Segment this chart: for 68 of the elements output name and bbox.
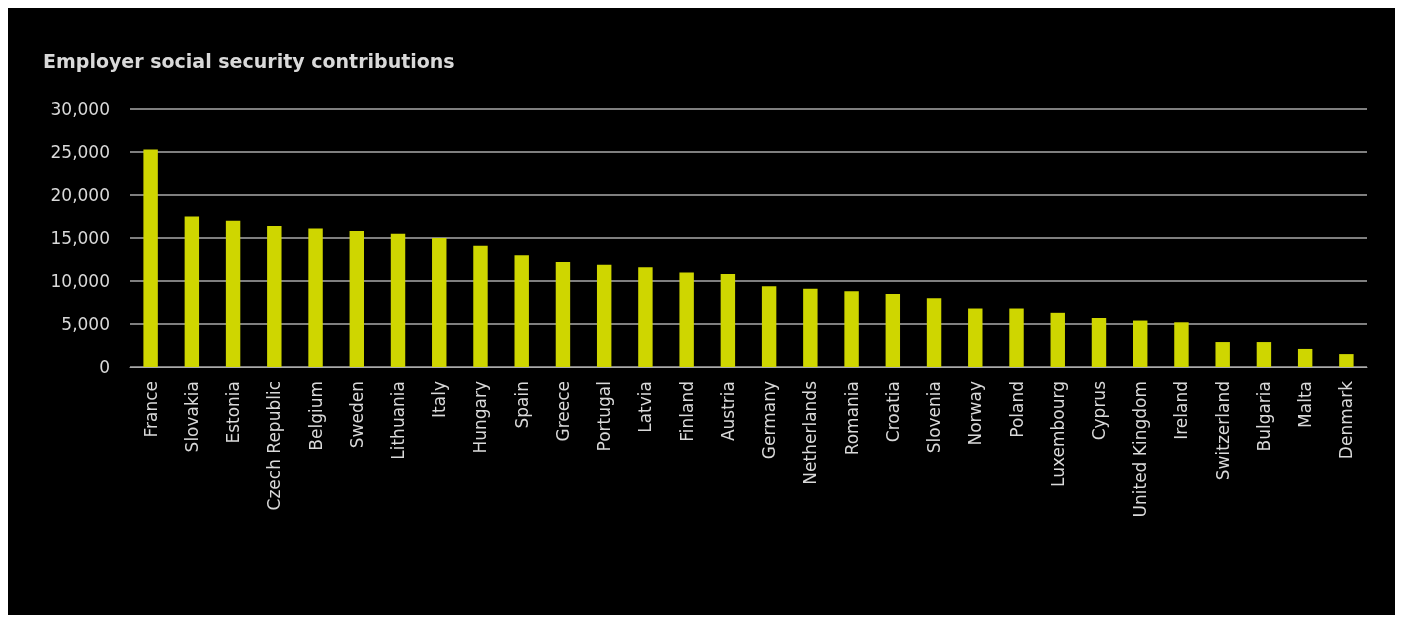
bar [1215, 342, 1230, 367]
bar [349, 231, 364, 367]
bar [555, 262, 571, 367]
bar [267, 225, 282, 367]
bar [803, 288, 818, 367]
x-tick-label: United Kingdom [1130, 381, 1151, 518]
x-tick-label: Finland [676, 381, 697, 442]
bar [1091, 317, 1107, 367]
x-tick-label: Croatia [882, 381, 903, 443]
x-tick-label: Hungary [470, 381, 491, 454]
x-tick-label: Belgium [305, 381, 326, 451]
chart-title: Employer social security contributions [43, 49, 455, 72]
x-tick-label: Switzerland [1212, 381, 1233, 481]
bar [638, 267, 653, 367]
bar [184, 216, 200, 367]
x-tick-label: Portugal [594, 381, 615, 452]
x-tick-label: Ireland [1171, 381, 1192, 440]
bar [679, 272, 694, 367]
bar [1050, 312, 1065, 367]
x-tick-label: Slovakia [181, 381, 202, 453]
x-tick-label: Malta [1295, 381, 1316, 428]
x-tick-label: Poland [1006, 381, 1027, 438]
bar [432, 238, 447, 367]
x-tick-label: Denmark [1336, 380, 1357, 460]
bar [761, 286, 777, 367]
x-tick-label: Romania [841, 381, 862, 456]
bar [1339, 354, 1354, 367]
x-tick-label: Spain [511, 381, 532, 429]
x-tick-label: Estonia [223, 381, 244, 444]
x-tick-label: Sweden [346, 381, 367, 449]
x-tick-label: Netherlands [800, 380, 821, 485]
bar [1174, 322, 1189, 367]
y-tick-label: 20,000 [50, 185, 110, 205]
y-tick-label: 30,000 [50, 99, 110, 119]
bar [390, 233, 406, 367]
x-tick-label: Greece [552, 381, 573, 442]
x-tick-label: Italy [429, 381, 450, 418]
x-tick-label: France [140, 381, 161, 438]
x-tick-label: Slovenia [924, 381, 945, 454]
x-tick-label: Norway [965, 381, 986, 446]
bar [143, 149, 158, 367]
x-tick-label: Cyprus [1088, 380, 1109, 441]
x-tick-label: Bulgaria [1253, 381, 1274, 452]
bar [514, 255, 529, 367]
bar [885, 293, 901, 367]
bar [1133, 320, 1148, 367]
x-tick-label: Latvia [635, 381, 656, 433]
bar [720, 274, 736, 367]
x-tick-label: Germany [759, 381, 780, 460]
bar [1256, 342, 1272, 367]
bar [926, 298, 942, 367]
y-tick-label: 5,000 [61, 314, 110, 334]
x-tick-label: Luxembourg [1047, 381, 1068, 487]
bar [308, 228, 323, 367]
x-tick-label: Lithuania [388, 381, 409, 460]
y-tick-label: 10,000 [50, 271, 110, 291]
bar [1009, 308, 1024, 367]
bar [225, 220, 241, 367]
y-tick-label: 25,000 [50, 142, 110, 162]
bar [968, 308, 983, 367]
x-tick-label: Austria [717, 381, 738, 442]
x-tick-label: Czech Republic [264, 381, 285, 511]
bar [844, 291, 859, 367]
bar [596, 264, 612, 367]
bar [1297, 348, 1313, 367]
y-tick-label: 15,000 [50, 228, 110, 248]
bar [473, 245, 488, 367]
y-tick-label: 0 [99, 357, 110, 377]
